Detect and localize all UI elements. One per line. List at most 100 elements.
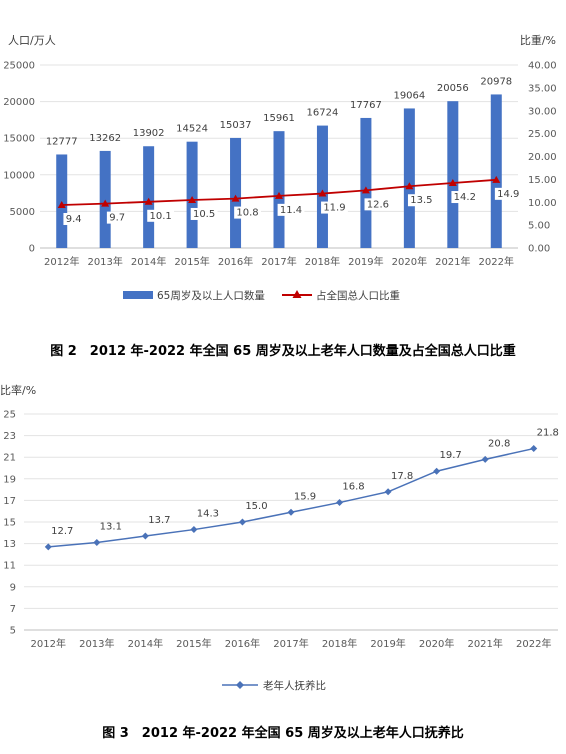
legend-marker	[236, 681, 244, 689]
line-marker	[448, 179, 457, 187]
line-value-label: 10.1	[150, 211, 172, 222]
x-tick-label: 2016年	[218, 255, 253, 268]
line-marker	[275, 191, 283, 199]
line-value-label: 15.0	[245, 501, 267, 512]
line-marker	[144, 197, 153, 205]
line-value-label: 19.7	[440, 450, 462, 461]
x-tick-label: 2013年	[87, 255, 122, 268]
right-tick-label: 10.00	[528, 198, 557, 209]
line-marker	[93, 539, 101, 547]
y-axis-ticks: 5 7 9 11 13 15 17 19 21 23 25	[3, 410, 16, 637]
bar	[447, 101, 459, 248]
x-tick-label: 2013年	[79, 637, 114, 650]
line-marker	[384, 488, 392, 496]
right-axis-title: 比重/%	[520, 33, 556, 47]
bar-value-label: 17767	[350, 100, 382, 111]
line-marker	[188, 195, 197, 203]
bar	[99, 150, 111, 248]
bar	[273, 131, 285, 248]
line-label-background	[494, 187, 522, 200]
line-marker	[433, 467, 441, 475]
bar	[316, 125, 328, 248]
line-value-label: 11.4	[280, 205, 302, 216]
line-marker	[361, 186, 370, 194]
left-tick-label: 0	[29, 244, 35, 255]
legend-bar-label: 65周岁及以上人口数量	[157, 289, 265, 302]
line-label-background	[106, 211, 128, 224]
bar-value-label: 20978	[480, 76, 512, 87]
line-value-label: 10.5	[193, 209, 215, 220]
x-tick-label: 2018年	[322, 637, 357, 650]
x-axis-ticks: 2012年 2013年 2014年 2015年 2016年 2017年 2018年 2019年…	[31, 637, 552, 650]
line-value-label: 17.8	[391, 471, 413, 482]
left-axis-ticks: 0 5000 10000 15000 20000 25000	[3, 61, 35, 255]
x-tick-label: 2020年	[392, 255, 427, 268]
y-tick-label: 13	[3, 539, 16, 550]
x-tick-label: 2021年	[435, 255, 470, 268]
figure3-caption: 图 3 2012 年-2022 年全国 65 周岁及以上老年人口抚养比	[102, 726, 464, 741]
bar-value-label: 16724	[307, 108, 339, 119]
line-marker	[481, 455, 489, 463]
line-value-label: 21.8	[537, 428, 559, 439]
line-value-label: 13.7	[148, 515, 170, 526]
bar	[403, 108, 415, 248]
y-tick-label: 17	[3, 496, 16, 507]
y-tick-label: 23	[3, 431, 16, 442]
line-value-label: 16.8	[342, 482, 364, 493]
gridlines	[24, 413, 558, 631]
line-marker	[238, 518, 246, 526]
bar	[186, 141, 198, 248]
line-value-label: 11.9	[323, 203, 345, 214]
line-label-background	[321, 201, 348, 214]
x-tick-label: 2012年	[31, 637, 66, 650]
line-value-label: 14.3	[197, 509, 219, 520]
bar	[360, 117, 372, 248]
x-tick-label: 2017年	[273, 637, 308, 650]
bar-value-label: 14524	[176, 124, 208, 135]
line-series	[57, 175, 501, 208]
bar-value-label: 12777	[46, 136, 78, 147]
bar	[490, 94, 502, 248]
line-label-background	[234, 206, 261, 219]
line-marker	[336, 499, 344, 507]
x-tick-label: 2014年	[128, 637, 163, 650]
left-tick-label: 25000	[3, 61, 35, 72]
line-marker	[287, 508, 295, 516]
figure3-chart: 比率/% 5 7 9 11 13 15 17 19 21 23 25 12.7 13.1 13.7 14.…	[0, 383, 559, 692]
line-value-label: 9.4	[66, 214, 82, 225]
right-axis-ticks: 0.00 5.00 10.00 15.00 20.00 25.00 30.00 35.00 40…	[528, 61, 557, 255]
x-tick-label: 2015年	[174, 255, 209, 268]
line-value-label: 13.5	[410, 195, 432, 206]
y-tick-label: 19	[3, 474, 16, 485]
y-tick-label: 11	[3, 561, 16, 572]
line-label-background	[451, 191, 479, 204]
x-tick-label: 2020年	[419, 637, 454, 650]
y-tick-label: 15	[3, 518, 16, 529]
legend: 老年人抚养比	[222, 679, 326, 692]
line-marker	[318, 189, 327, 197]
legend-bar-swatch	[123, 291, 153, 299]
y-tick-label: 9	[10, 582, 16, 593]
line-value-label: 15.9	[294, 491, 316, 502]
figure2-chart: 人口/万人 比重/% 0 5000 10000 15000 20000 25000 0.0…	[3, 33, 557, 302]
line-data-labels: 9.4 9.7 10.1 10.5 10.8 11.4 11.9 12.6 13.5 14.2 14…	[63, 187, 522, 225]
line-marker	[231, 194, 240, 202]
x-tick-label: 2014年	[131, 255, 166, 268]
bar-value-label: 13902	[133, 128, 165, 139]
right-tick-label: 30.00	[528, 106, 557, 117]
right-tick-label: 0.00	[528, 244, 550, 255]
line-value-label: 9.7	[109, 213, 125, 224]
x-tick-label: 2021年	[467, 637, 502, 650]
bar	[230, 137, 242, 248]
x-tick-label: 2018年	[305, 255, 340, 268]
right-tick-label: 15.00	[528, 175, 557, 186]
x-tick-label: 2019年	[370, 637, 405, 650]
left-tick-label: 15000	[3, 134, 35, 145]
bar-value-label: 20056	[437, 83, 469, 94]
line-marker	[57, 200, 66, 208]
bar-data-labels: 12777 13262 13902 14524 15037 15961 16724 17767…	[46, 76, 512, 147]
line-value-label: 14.9	[497, 189, 519, 200]
line-label-background	[147, 209, 175, 222]
line-data-labels: 12.7 13.1 13.7 14.3 15.0 15.9 16.8 17.8 19.7 20.8…	[51, 428, 559, 537]
y-tick-label: 5	[10, 626, 16, 637]
